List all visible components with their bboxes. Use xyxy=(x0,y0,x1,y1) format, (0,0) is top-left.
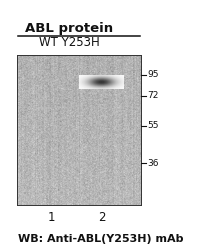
Text: WB: Anti-ABL(Y253H) mAb: WB: Anti-ABL(Y253H) mAb xyxy=(18,234,183,244)
Text: 55: 55 xyxy=(148,121,159,130)
Text: 72: 72 xyxy=(148,91,159,100)
Text: 36: 36 xyxy=(148,158,159,168)
Text: ABL protein: ABL protein xyxy=(25,22,113,35)
Text: 2: 2 xyxy=(98,211,105,224)
Text: WT Y253H: WT Y253H xyxy=(39,36,100,50)
Text: 95: 95 xyxy=(148,70,159,79)
Text: 1: 1 xyxy=(48,211,56,224)
